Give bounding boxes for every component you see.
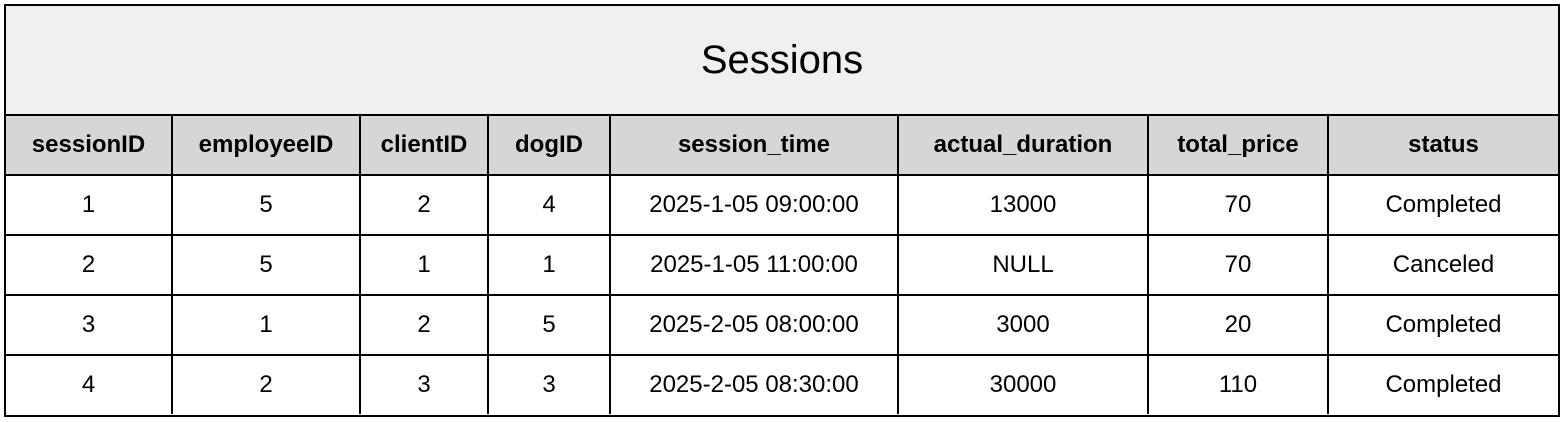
cell-session-time: 2025-2-05 08:30:00 xyxy=(609,354,899,414)
table-row: 4 2 3 3 2025-2-05 08:30:00 30000 110 Com… xyxy=(6,354,1558,414)
cell-actual-duration: 3000 xyxy=(897,294,1149,356)
column-header-session-time: session_time xyxy=(609,116,899,176)
cell-status: Completed xyxy=(1327,174,1558,236)
column-header-actual-duration: actual_duration xyxy=(897,116,1149,176)
cell-total-price: 70 xyxy=(1147,174,1329,236)
cell-session-time: 2025-1-05 11:00:00 xyxy=(609,234,899,296)
cell-actual-duration: NULL xyxy=(897,234,1149,296)
cell-total-price: 110 xyxy=(1147,354,1329,414)
sessions-table: sessionID employeeID clientID dogID sess… xyxy=(6,116,1558,414)
cell-sessionid: 4 xyxy=(6,354,173,414)
cell-status: Completed xyxy=(1327,294,1558,356)
header-row: sessionID employeeID clientID dogID sess… xyxy=(6,116,1558,176)
column-header-total-price: total_price xyxy=(1147,116,1329,176)
cell-employeeid: 5 xyxy=(171,174,361,236)
cell-employeeid: 2 xyxy=(171,354,361,414)
cell-sessionid: 2 xyxy=(6,234,173,296)
column-header-sessionid: sessionID xyxy=(6,116,173,176)
cell-sessionid: 3 xyxy=(6,294,173,356)
cell-clientid: 2 xyxy=(359,294,489,356)
cell-dogid: 1 xyxy=(487,234,611,296)
cell-session-time: 2025-1-05 09:00:00 xyxy=(609,174,899,236)
cell-employeeid: 5 xyxy=(171,234,361,296)
cell-actual-duration: 30000 xyxy=(897,354,1149,414)
table-row: 1 5 2 4 2025-1-05 09:00:00 13000 70 Comp… xyxy=(6,174,1558,236)
column-header-dogid: dogID xyxy=(487,116,611,176)
table-title: Sessions xyxy=(6,6,1558,116)
cell-employeeid: 1 xyxy=(171,294,361,356)
table-row: 3 1 2 5 2025-2-05 08:00:00 3000 20 Compl… xyxy=(6,294,1558,356)
cell-session-time: 2025-2-05 08:00:00 xyxy=(609,294,899,356)
cell-clientid: 1 xyxy=(359,234,489,296)
column-header-employeeid: employeeID xyxy=(171,116,361,176)
cell-clientid: 2 xyxy=(359,174,489,236)
cell-dogid: 5 xyxy=(487,294,611,356)
cell-clientid: 3 xyxy=(359,354,489,414)
cell-status: Canceled xyxy=(1327,234,1558,296)
table-row: 2 5 1 1 2025-1-05 11:00:00 NULL 70 Cance… xyxy=(6,234,1558,296)
cell-sessionid: 1 xyxy=(6,174,173,236)
column-header-clientid: clientID xyxy=(359,116,489,176)
cell-actual-duration: 13000 xyxy=(897,174,1149,236)
sessions-table-container: Sessions sessionID employeeID clientID d… xyxy=(4,4,1560,417)
cell-total-price: 20 xyxy=(1147,294,1329,356)
cell-status: Completed xyxy=(1327,354,1558,414)
cell-total-price: 70 xyxy=(1147,234,1329,296)
column-header-status: status xyxy=(1327,116,1558,176)
cell-dogid: 3 xyxy=(487,354,611,414)
cell-dogid: 4 xyxy=(487,174,611,236)
